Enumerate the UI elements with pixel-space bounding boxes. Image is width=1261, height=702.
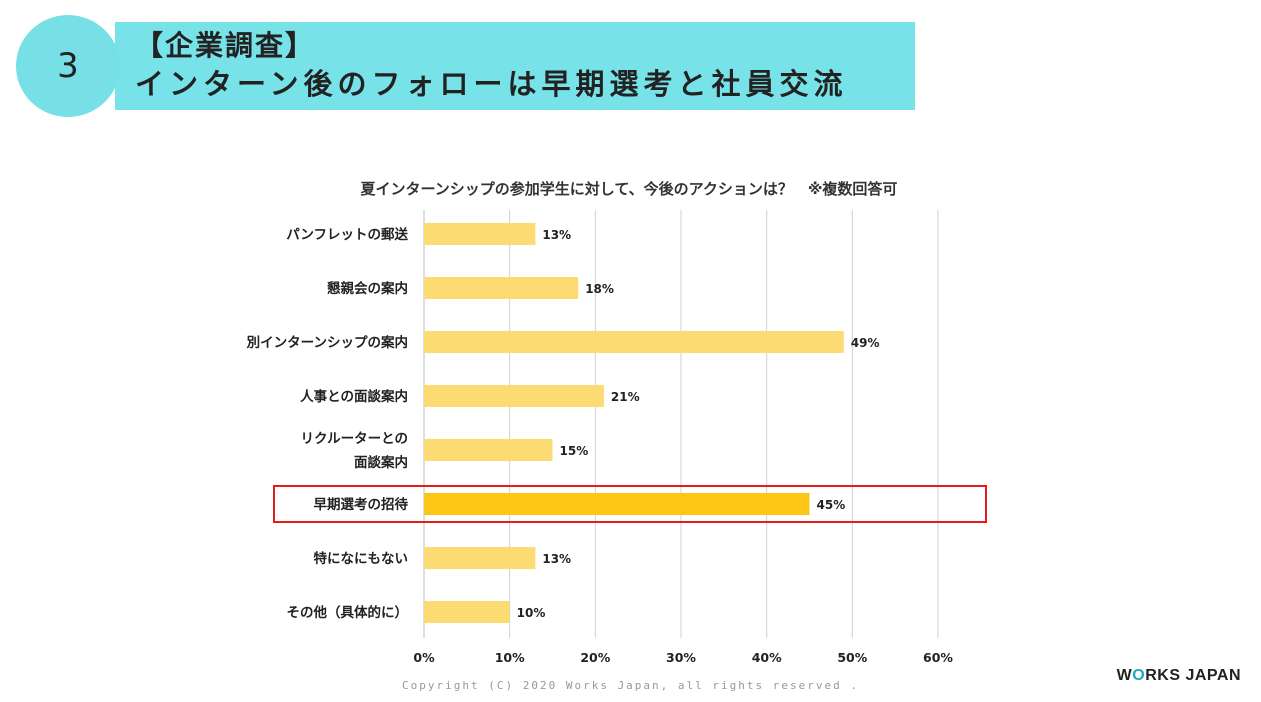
bar bbox=[424, 331, 844, 353]
data-label: 21% bbox=[611, 390, 640, 404]
category-label: パンフレットの郵送 bbox=[286, 226, 408, 243]
copyright-notice: Copyright (C) 2020 Works Japan, all righ… bbox=[402, 679, 859, 692]
bar bbox=[424, 547, 536, 569]
x-tick-label: 10% bbox=[495, 650, 525, 665]
x-tick-label: 40% bbox=[752, 650, 782, 665]
x-tick-label: 60% bbox=[923, 650, 953, 665]
bar bbox=[424, 223, 536, 245]
x-tick-label: 0% bbox=[413, 650, 435, 665]
data-label: 10% bbox=[517, 606, 546, 620]
category-label: 別インターンシップの案内 bbox=[247, 334, 408, 351]
category-label: 懇親会の案内 bbox=[327, 280, 408, 297]
bar bbox=[424, 277, 579, 299]
x-tick-label: 30% bbox=[666, 650, 696, 665]
x-tick-label: 50% bbox=[837, 650, 867, 665]
category-label: その他（具体的に） bbox=[287, 604, 409, 621]
category-label: 人事との面談案内 bbox=[300, 388, 408, 405]
data-label: 13% bbox=[542, 228, 571, 242]
slide-number: 3 bbox=[57, 46, 79, 86]
chart-title: 夏インターンシップの参加学生に対して、今後のアクションは？ ※複数回答可 bbox=[360, 180, 898, 198]
slide-title-main: インターン後のフォローは早期選考と社員交流 bbox=[135, 67, 848, 101]
data-label: 15% bbox=[560, 444, 589, 458]
category-label: 早期選考の招待 bbox=[314, 496, 409, 513]
data-label: 13% bbox=[542, 552, 571, 566]
highlight-box bbox=[273, 485, 987, 523]
slide-number-badge: 3 bbox=[16, 15, 120, 117]
bar bbox=[424, 493, 810, 515]
slide-title-category: 【企業調査】 bbox=[135, 29, 316, 62]
x-tick-label: 20% bbox=[580, 650, 610, 665]
data-label: 49% bbox=[851, 336, 880, 350]
brand-logo: WORKS JAPAN bbox=[1116, 667, 1241, 684]
data-label: 18% bbox=[585, 282, 614, 296]
bar bbox=[424, 439, 553, 461]
category-label: リクルーターとの bbox=[301, 431, 408, 447]
category-label: 面談案内 bbox=[354, 454, 408, 471]
bar bbox=[424, 385, 604, 407]
category-label: 特になにもない bbox=[314, 550, 409, 567]
slide-title-banner: 【企業調査】 インターン後のフォローは早期選考と社員交流 bbox=[115, 22, 915, 110]
bar bbox=[424, 601, 510, 623]
data-label: 45% bbox=[817, 498, 846, 512]
